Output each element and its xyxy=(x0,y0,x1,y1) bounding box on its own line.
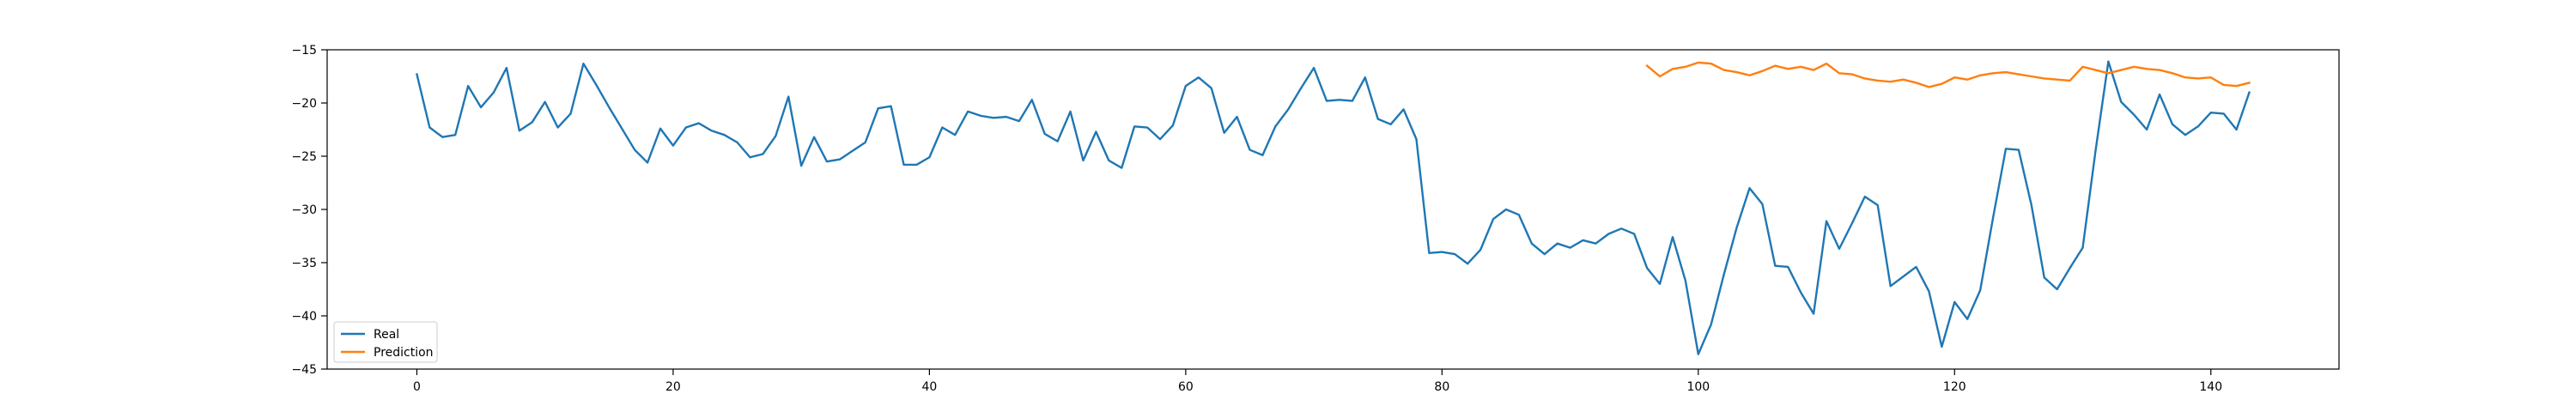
x-tick-label: 100 xyxy=(1686,380,1710,394)
series-line-real xyxy=(416,60,2251,355)
y-tick-label: −15 xyxy=(291,44,317,58)
legend: Real Prediction xyxy=(333,321,438,363)
plot-area-frame xyxy=(326,49,2340,370)
x-tick-label: 120 xyxy=(1943,380,1966,394)
series-layer xyxy=(416,60,2251,355)
x-tick-label: 80 xyxy=(1434,380,1449,394)
y-tick-label: −20 xyxy=(291,97,317,111)
x-tick-label: 0 xyxy=(413,380,421,394)
y-tick-label: −40 xyxy=(291,310,317,324)
x-tick-label: 20 xyxy=(665,380,681,394)
y-tick-label: −45 xyxy=(291,363,317,377)
y-tick-label: −25 xyxy=(291,150,317,164)
y-tick-label: −35 xyxy=(291,257,317,270)
x-axis: 0 20 40 60 80 100 120 140 xyxy=(413,369,2222,394)
x-tick-label: 140 xyxy=(2199,380,2222,394)
y-axis: −45 −40 −35 −30 −25 −20 −15 xyxy=(291,44,327,377)
x-tick-label: 60 xyxy=(1178,380,1194,394)
y-tick-label: −30 xyxy=(291,203,317,217)
x-tick-label: 40 xyxy=(921,380,937,394)
legend-label-real: Real xyxy=(374,328,399,342)
series-line-prediction xyxy=(1645,61,2251,88)
legend-label-prediction: Prediction xyxy=(374,346,434,360)
